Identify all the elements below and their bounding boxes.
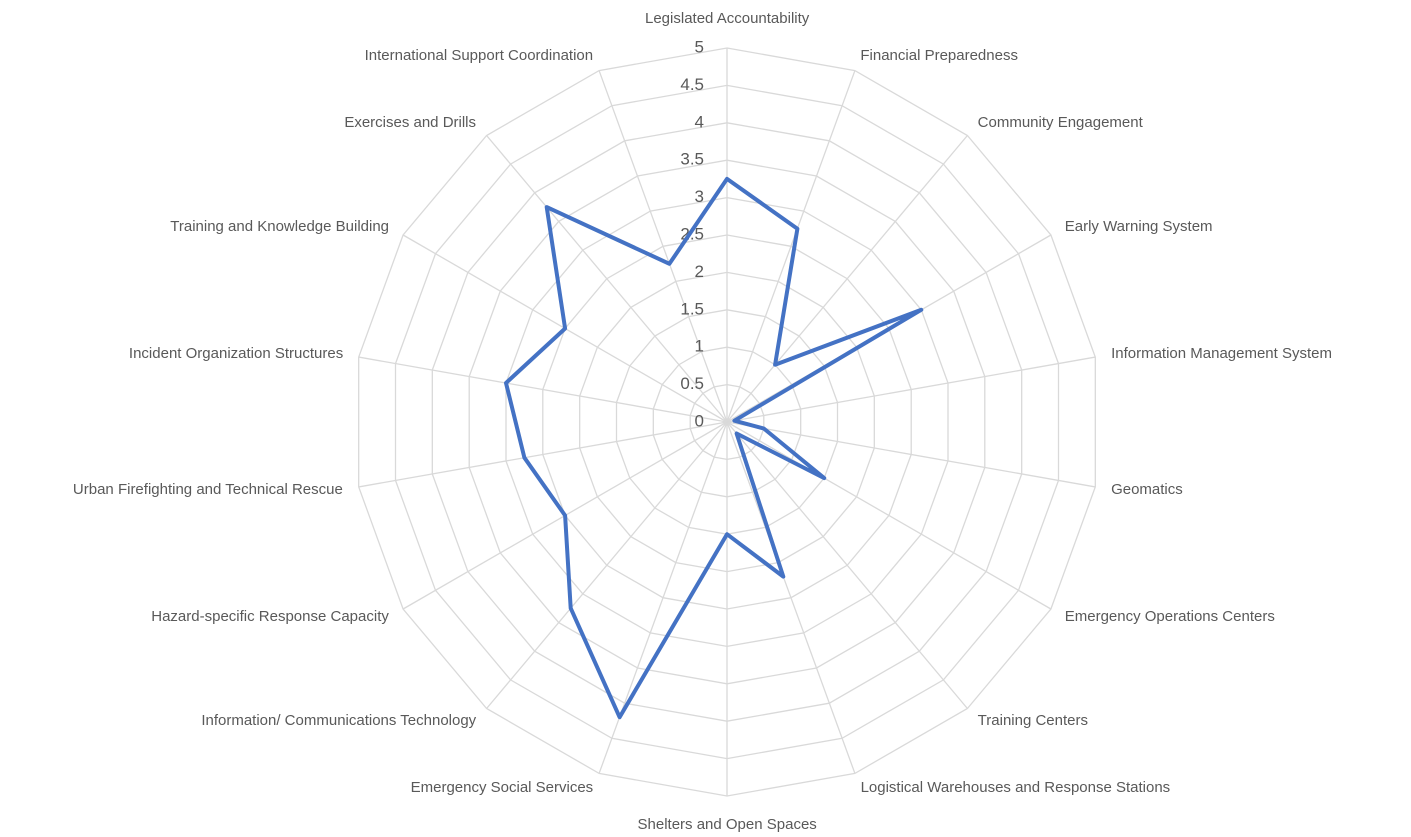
series-line [504, 176, 924, 720]
category-label: Legislated Accountability [645, 10, 810, 27]
r-tick-label: 3 [695, 187, 704, 206]
category-label: Training and Knowledge Building [170, 218, 390, 235]
spoke [358, 356, 728, 423]
spoke [726, 421, 856, 774]
r-tick-label: 1.5 [680, 299, 704, 318]
spoke [486, 135, 728, 423]
category-label: Emergency Operations Centers [1064, 608, 1275, 625]
r-tick-label: 3.5 [680, 150, 704, 169]
category-label: Community Engagement [977, 114, 1143, 132]
category-label: Urban Firefighting and Technical Rescue [72, 480, 343, 498]
r-tick-label: 0 [695, 411, 704, 430]
r-tick-label: 2 [695, 262, 704, 281]
category-label: Geomatics [1111, 480, 1183, 498]
category-label: Information Management System [1111, 345, 1332, 363]
r-tick-label: 1 [695, 337, 704, 356]
category-label: Training Centers [977, 711, 1088, 729]
category-label: Information/ Communications Technology [201, 711, 477, 729]
category-label: Early Warning System [1064, 218, 1213, 235]
category-label: Incident Organization Structures [128, 345, 344, 363]
r-tick-label: 4.5 [680, 75, 704, 94]
spoke [726, 356, 1096, 423]
r-tick-label: 5 [695, 37, 704, 56]
category-label: Hazard-specific Response Capacity [151, 608, 389, 625]
category-label: Shelters and Open Spaces [637, 816, 817, 833]
spoke [598, 421, 728, 774]
spoke [358, 421, 728, 488]
category-label: International Support Coordination [364, 46, 594, 64]
r-tick-label: 4 [695, 112, 704, 131]
spoke [726, 421, 1096, 488]
spoke [486, 421, 728, 709]
r-tick-label: 0.5 [680, 374, 704, 393]
spoke [598, 70, 728, 423]
spoke [726, 135, 968, 423]
category-label: Emergency Social Services [410, 779, 594, 797]
category-label: Financial Preparedness [860, 46, 1018, 64]
spoke [726, 421, 1052, 610]
category-label: Logistical Warehouses and Response Stati… [860, 779, 1171, 797]
spoke [726, 421, 968, 709]
category-label: Exercises and Drills [344, 114, 477, 132]
spoke [726, 70, 856, 423]
